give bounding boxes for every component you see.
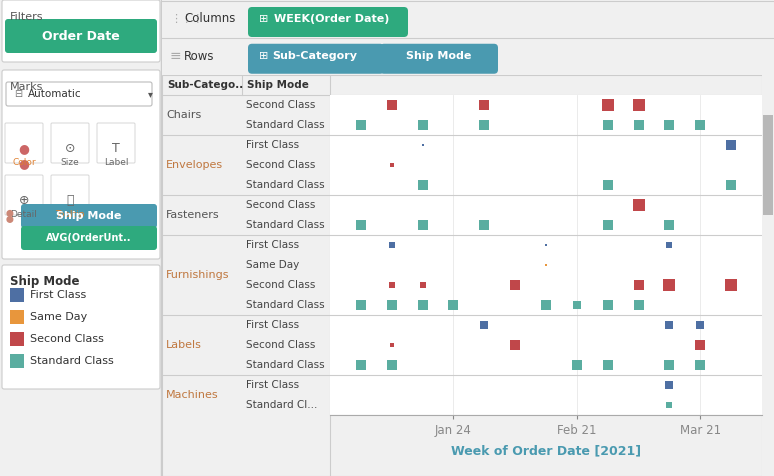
Text: ▾: ▾ [148, 89, 153, 99]
Text: Second Class: Second Class [246, 160, 315, 170]
Text: ⬤
⬤: ⬤ ⬤ [6, 209, 14, 223]
Text: Standard Class: Standard Class [246, 360, 324, 370]
FancyBboxPatch shape [6, 82, 152, 106]
Text: ⊞: ⊞ [259, 14, 269, 24]
Text: Standard Class: Standard Class [246, 300, 324, 310]
FancyBboxPatch shape [380, 44, 498, 74]
Text: Fasteners: Fasteners [166, 210, 220, 220]
Text: ≡: ≡ [170, 49, 182, 63]
Text: Second Class: Second Class [246, 340, 315, 350]
Text: Order Date: Order Date [42, 30, 120, 42]
FancyBboxPatch shape [248, 7, 408, 37]
Text: First Class: First Class [246, 240, 299, 250]
Text: First Class: First Class [246, 380, 299, 390]
Text: Furnishings: Furnishings [166, 270, 230, 280]
Text: WEEK(Order Date): WEEK(Order Date) [274, 14, 389, 24]
Text: ⊟: ⊟ [14, 89, 22, 99]
Text: Standard Class: Standard Class [246, 220, 324, 230]
FancyBboxPatch shape [51, 123, 89, 163]
Text: Columns: Columns [184, 12, 235, 25]
X-axis label: Week of Order Date [2021]: Week of Order Date [2021] [451, 444, 641, 457]
Text: Label: Label [104, 158, 128, 167]
FancyBboxPatch shape [5, 19, 157, 53]
FancyBboxPatch shape [97, 123, 135, 163]
Text: Standard Class: Standard Class [30, 356, 114, 366]
Text: Second Class: Second Class [246, 200, 315, 210]
Text: Color: Color [12, 158, 36, 167]
Text: Envelopes: Envelopes [166, 160, 223, 170]
FancyBboxPatch shape [21, 204, 157, 228]
Text: ⊞: ⊞ [259, 51, 269, 61]
Text: First Class: First Class [30, 290, 86, 300]
Bar [10, 354, 24, 368]
Text: Second Class: Second Class [246, 280, 315, 290]
Text: Ship Mode: Ship Mode [10, 275, 80, 288]
FancyBboxPatch shape [2, 70, 160, 259]
Text: Same Day: Same Day [30, 312, 87, 322]
FancyBboxPatch shape [51, 175, 89, 215]
Bar [10, 332, 24, 346]
Text: Sub-Category: Sub-Category [272, 51, 358, 61]
FancyBboxPatch shape [248, 44, 384, 74]
Text: Ship Mode: Ship Mode [247, 80, 309, 90]
Text: Rows: Rows [184, 50, 214, 63]
Text: T: T [112, 142, 120, 155]
Text: Automatic: Automatic [28, 89, 81, 99]
Bar [762, 115, 773, 215]
Text: Machines: Machines [166, 390, 218, 400]
Text: First Class: First Class [246, 320, 299, 330]
Text: Standard Class: Standard Class [246, 120, 324, 130]
Text: Tooltip: Tooltip [55, 210, 84, 219]
Text: Detail: Detail [11, 210, 37, 219]
FancyBboxPatch shape [2, 0, 160, 62]
FancyBboxPatch shape [2, 265, 160, 389]
Text: 💬: 💬 [67, 194, 74, 207]
Text: ⊙: ⊙ [65, 142, 75, 155]
Text: Ship Mode: Ship Mode [406, 51, 471, 61]
Text: Standard Cl...: Standard Cl... [246, 400, 317, 410]
Text: AVG(OrderUnt..: AVG(OrderUnt.. [46, 233, 132, 243]
Text: Filters: Filters [10, 12, 43, 22]
Text: ⋮⋮⋮: ⋮⋮⋮ [170, 14, 204, 24]
Text: Chairs: Chairs [166, 110, 201, 120]
Text: Sub-Catego..: Sub-Catego.. [167, 80, 243, 90]
Text: Second Class: Second Class [246, 100, 315, 110]
Text: Same Day: Same Day [246, 260, 300, 270]
Bar [10, 288, 24, 302]
FancyBboxPatch shape [5, 123, 43, 163]
Text: Marks: Marks [10, 82, 43, 92]
FancyBboxPatch shape [21, 226, 157, 250]
Text: Size: Size [60, 158, 80, 167]
Text: Standard Class: Standard Class [246, 180, 324, 190]
Text: ●
●: ● ● [19, 142, 29, 170]
Text: Ship Mode: Ship Mode [57, 211, 122, 221]
Text: ⊕: ⊕ [19, 194, 29, 207]
FancyBboxPatch shape [5, 175, 43, 215]
Text: First Class: First Class [246, 140, 299, 150]
Text: Labels: Labels [166, 340, 202, 350]
Bar [10, 310, 24, 324]
Text: Second Class: Second Class [30, 334, 104, 344]
